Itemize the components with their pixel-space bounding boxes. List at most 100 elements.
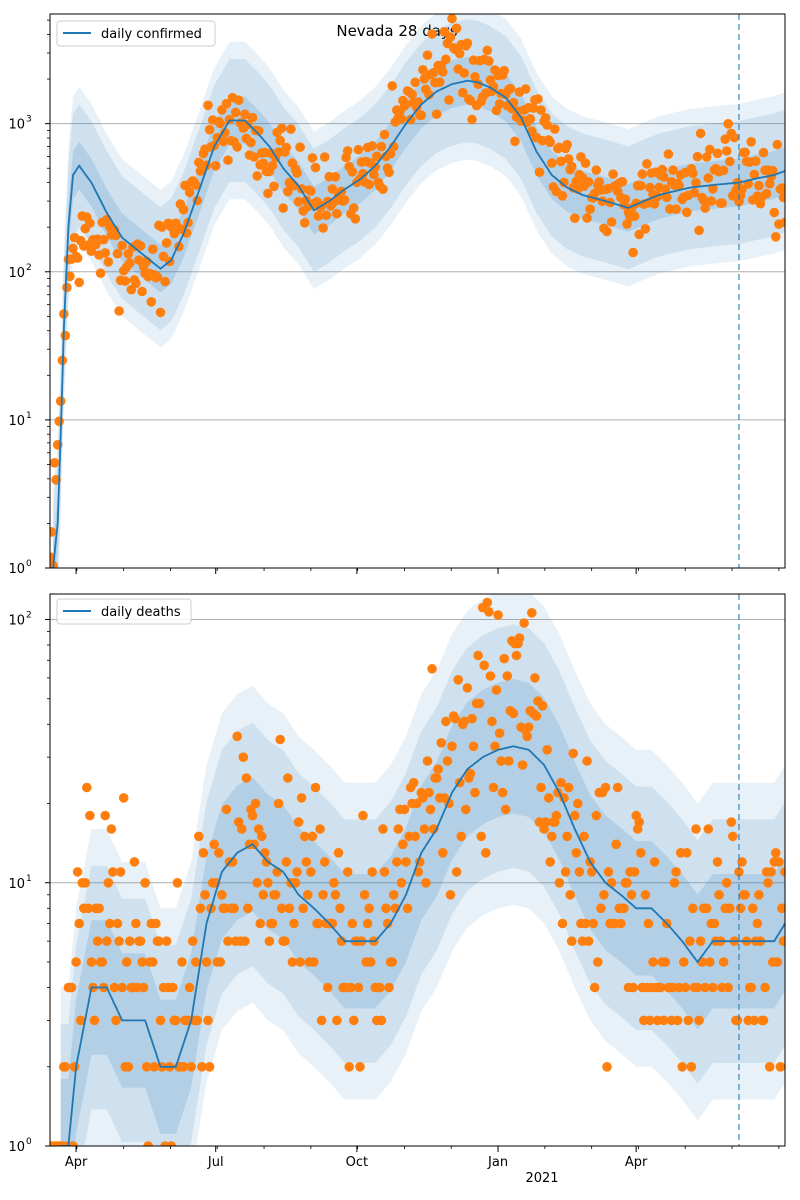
bottom-band-50 xyxy=(60,679,785,1146)
bottom-axes-frame xyxy=(49,593,786,1147)
bottom-data-point xyxy=(514,633,525,643)
top-data-point xyxy=(525,114,536,124)
bottom-data-point xyxy=(60,1062,71,1072)
top-data-point xyxy=(628,247,638,258)
bottom-data-point xyxy=(137,957,147,967)
top-data-point xyxy=(629,211,640,221)
bottom-xtick-label: Apr xyxy=(65,1155,88,1170)
bottom-data-point xyxy=(752,918,763,929)
bottom-data-point xyxy=(381,903,391,914)
top-data-point xyxy=(112,248,123,259)
bottom-data-point xyxy=(129,857,140,867)
top-data-point xyxy=(299,218,310,228)
bottom-data-point xyxy=(329,878,339,888)
top-ytick-exponent: 1 xyxy=(26,411,32,421)
bottom-data-point xyxy=(500,804,511,815)
bottom-data-point xyxy=(580,918,591,929)
top-ytick-label: 10 xyxy=(8,414,25,429)
bottom-data-point xyxy=(289,918,299,929)
bottom-data-point xyxy=(470,787,480,798)
top-data-point xyxy=(85,218,95,228)
top-data-point xyxy=(767,165,778,176)
top-data-point xyxy=(708,184,718,194)
top-data-point xyxy=(534,167,545,177)
bottom-data-point xyxy=(313,918,324,929)
bottom-data-point xyxy=(468,741,479,752)
bottom-data-point xyxy=(71,957,81,967)
bottom-data-point xyxy=(487,716,497,727)
top-data-point xyxy=(224,114,235,125)
top-band-98 xyxy=(53,14,785,568)
bottom-data-point xyxy=(89,1015,100,1026)
bottom-data-point xyxy=(100,810,110,821)
bottom-data-point xyxy=(568,748,578,759)
top-data-point xyxy=(657,164,667,175)
bottom-data-point xyxy=(118,793,129,803)
top-data-point xyxy=(283,186,293,197)
bottom-data-point xyxy=(141,1062,152,1072)
bottom-xtick-label: Apr xyxy=(625,1155,648,1170)
top-ytick-label: 10 xyxy=(8,118,25,133)
bottom-data-point xyxy=(688,903,698,914)
top-data-point xyxy=(542,120,552,130)
top-data-point xyxy=(221,98,232,109)
top-data-point xyxy=(778,192,785,203)
top-data-point xyxy=(729,132,740,143)
bottom-ytick-label: 10 xyxy=(8,614,25,629)
top-data-point xyxy=(758,147,769,158)
top-data-point xyxy=(701,152,712,162)
bottom-data-point xyxy=(263,878,273,888)
bottom-data-point xyxy=(425,804,436,815)
top-data-point xyxy=(438,67,448,77)
bottom-data-point xyxy=(570,810,580,821)
bottom-data-point xyxy=(316,1015,327,1026)
top-data-point xyxy=(407,89,417,100)
top-data-point xyxy=(62,282,72,293)
bottom-data-point xyxy=(109,982,120,993)
bottom-data-point xyxy=(563,782,574,793)
top-data-point xyxy=(459,68,470,78)
bottom-data-point xyxy=(436,738,447,748)
top-data-point xyxy=(54,416,64,427)
top-data-point xyxy=(319,152,330,162)
top-data-point xyxy=(178,204,189,215)
top-data-point xyxy=(559,177,569,188)
bottom-data-point xyxy=(628,982,638,993)
top-data-point xyxy=(318,223,328,233)
bottom-data-point xyxy=(481,848,491,858)
bottom-data-point xyxy=(766,867,776,877)
bottom-data-point xyxy=(114,936,124,946)
top-data-point xyxy=(694,225,704,236)
top-data-point xyxy=(780,217,785,228)
bottom-data-point xyxy=(596,903,606,914)
bottom-data-point xyxy=(718,957,729,967)
bottom-data-point xyxy=(540,817,551,827)
top-data-point xyxy=(203,100,213,111)
bottom-data-point xyxy=(678,957,689,967)
bottom-data-point xyxy=(542,745,552,755)
top-data-point xyxy=(557,191,568,201)
bottom-data-point xyxy=(421,878,431,888)
top-data-point xyxy=(410,77,421,88)
bottom-data-point xyxy=(775,1062,785,1072)
top-data-point xyxy=(441,54,451,65)
bottom-data-point xyxy=(310,782,321,793)
bottom-data-point xyxy=(780,867,785,877)
bottom-data-point xyxy=(333,848,344,858)
bottom-data-point xyxy=(396,878,407,888)
bottom-data-point xyxy=(586,867,597,877)
bottom-data-point xyxy=(494,728,505,738)
top-data-point xyxy=(761,188,772,199)
bottom-data-point xyxy=(376,1015,387,1026)
top-data-point xyxy=(505,83,516,94)
top-data-point xyxy=(125,258,135,268)
bottom-data-point xyxy=(108,867,118,877)
bottom-data-point xyxy=(645,1015,655,1026)
top-data-point xyxy=(462,38,473,48)
bottom-xtick-label: Oct xyxy=(346,1155,368,1170)
bottom-data-point xyxy=(573,798,583,809)
bottom-data-point xyxy=(721,878,732,888)
bottom-data-point xyxy=(740,890,750,900)
